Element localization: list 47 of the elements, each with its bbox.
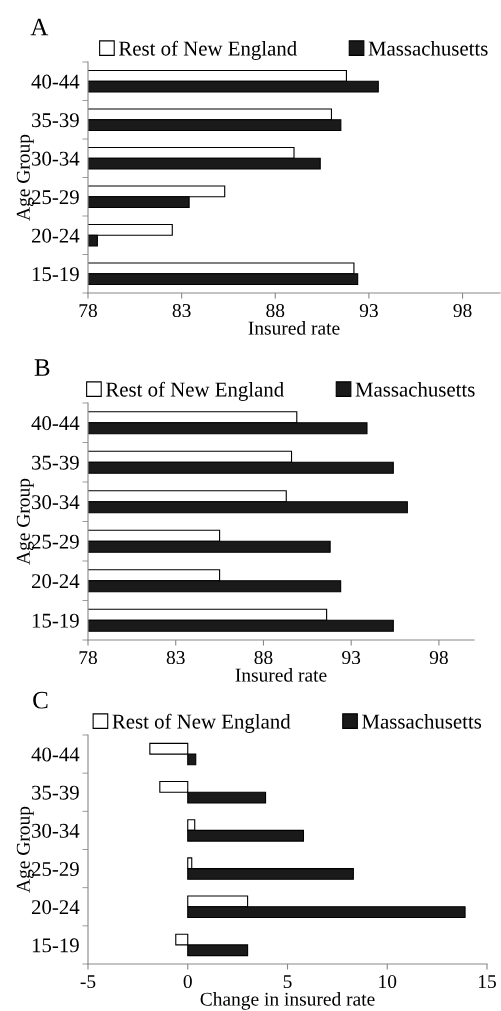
legend-label: Massachusetts [368, 40, 488, 56]
x-tick-label: 0 [183, 974, 192, 989]
x-axis-title: Insured rate [248, 321, 340, 335]
legend-label: Rest of New England [118, 40, 297, 60]
y-tick-label: 15-19 [32, 938, 79, 953]
chart-title: B [34, 359, 50, 376]
y-tick-label: 35-39 [32, 785, 79, 800]
x-axis-title: Insured rate [235, 668, 327, 682]
y-tick-label: 35-39 [32, 113, 79, 128]
x-tick-label: 88 [254, 650, 273, 665]
y-axis-title: Age Group [16, 478, 34, 565]
y-tick-label: 20-24 [31, 574, 80, 589]
x-tick-label: 93 [342, 651, 361, 665]
y-tick-label: 20-24 [31, 228, 80, 243]
y-axis-title: Age Group [16, 806, 34, 893]
x-tick-label: 83 [172, 303, 191, 318]
legend-label: Massachusetts [355, 381, 475, 397]
x-tick-label: 98 [453, 303, 472, 318]
y-tick-label: 40-44 [31, 74, 80, 89]
y-tick-label: 30-34 [32, 495, 80, 510]
x-tick-label: 78 [79, 650, 97, 665]
legend-label: Rest of New England [112, 713, 291, 733]
x-tick-label: 98 [429, 650, 448, 665]
y-tick-label: 40-44 [31, 416, 80, 431]
x-tick-label: 83 [166, 650, 185, 665]
y-tick-label: 15-19 [32, 267, 79, 282]
y-tick-label: 35-39 [32, 455, 79, 470]
x-tick-label: 88 [266, 303, 285, 318]
y-axis-title: Age Group [16, 134, 34, 221]
y-tick-label: 30-34 [32, 151, 80, 166]
legend-label: Rest of New England [105, 381, 284, 401]
y-tick-label: 25-29 [31, 534, 79, 549]
x-tick-label: -5 [80, 975, 96, 989]
chart-title: A [30, 18, 49, 36]
x-tick-label: 78 [79, 303, 97, 318]
y-tick-label: 15-19 [32, 613, 79, 628]
x-tick-label: 15 [478, 975, 496, 989]
x-tick-label: 10 [379, 974, 397, 989]
x-axis-title: Change in insured rate [200, 992, 375, 1010]
chart-title: C [33, 691, 48, 709]
y-tick-label: 20-24 [31, 900, 80, 915]
y-tick-label: 30-34 [32, 823, 80, 838]
x-tick-label: 5 [283, 975, 292, 989]
y-tick-label: 25-29 [31, 190, 79, 205]
y-tick-label: 40-44 [31, 747, 80, 762]
legend-label: Massachusetts [362, 713, 482, 729]
x-tick-label: 93 [359, 304, 378, 318]
